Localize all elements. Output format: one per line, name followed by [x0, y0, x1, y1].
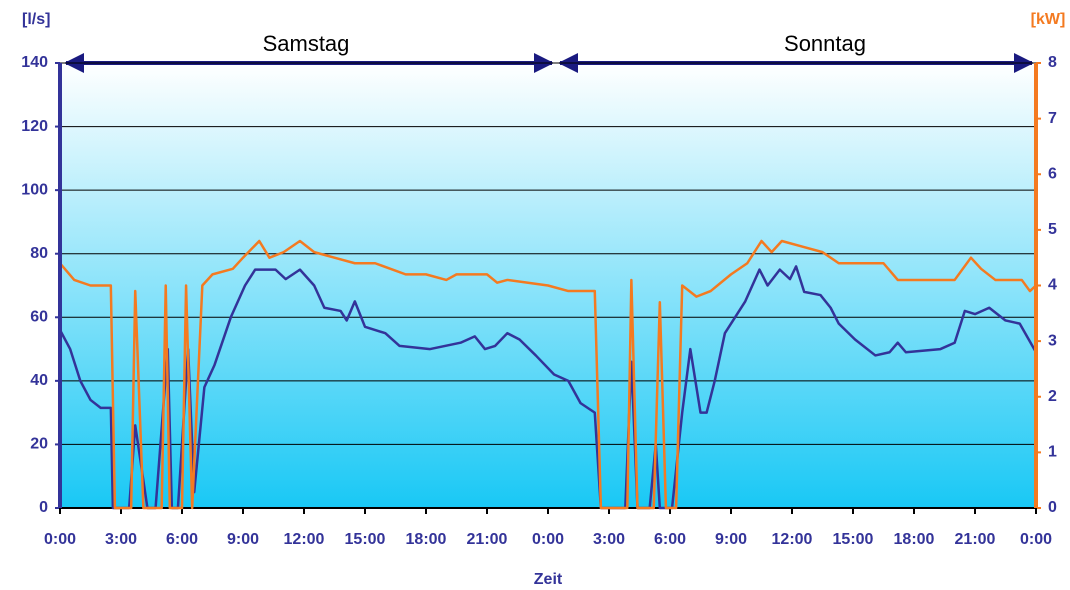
y2-tick-label: 6 — [1048, 165, 1057, 182]
y-tick-label: 100 — [21, 181, 48, 198]
x-tick-label: 9:00 — [715, 531, 747, 548]
y-tick-label: 60 — [30, 309, 48, 326]
y2-tick-label: 8 — [1048, 54, 1057, 71]
x-tick-label: 9:00 — [227, 531, 259, 548]
y-tick-label: 120 — [21, 118, 48, 135]
y-tick-label: 140 — [21, 54, 48, 71]
y-axis-label: [l/s] — [22, 11, 50, 28]
x-tick-label: 18:00 — [894, 531, 935, 548]
y2-tick-label: 4 — [1048, 277, 1057, 294]
x-tick-label: 15:00 — [345, 531, 386, 548]
series-line — [59, 239, 1037, 510]
y2-axis-label: [kW] — [1031, 11, 1066, 28]
y2-tick-label: 0 — [1048, 499, 1057, 516]
y2-tick-label: 7 — [1048, 110, 1057, 127]
y2-tick-label: 5 — [1048, 221, 1057, 238]
x-tick-label: 0:00 — [532, 531, 564, 548]
annotation: Sonntag — [784, 31, 866, 56]
x-axis-label: Zeit — [534, 571, 563, 588]
y-tick-label: 0 — [39, 499, 48, 516]
x-tick-label: 12:00 — [772, 531, 813, 548]
x-tick-label: 6:00 — [654, 531, 686, 548]
x-tick-label: 3:00 — [105, 531, 137, 548]
x-tick-label: 0:00 — [44, 531, 76, 548]
x-tick-label: 21:00 — [955, 531, 996, 548]
y-tick-label: 80 — [30, 245, 48, 262]
x-tick-label: 6:00 — [166, 531, 198, 548]
y-tick-label: 40 — [30, 372, 48, 389]
x-tick-label: 21:00 — [467, 531, 508, 548]
y2-tick-label: 1 — [1048, 444, 1057, 461]
x-tick-label: 18:00 — [406, 531, 447, 548]
y-tick-label: 20 — [30, 436, 48, 453]
series-line — [58, 265, 1038, 510]
y2-tick-label: 3 — [1048, 332, 1057, 349]
x-tick-label: 12:00 — [284, 531, 325, 548]
annotation: Samstag — [263, 31, 350, 56]
y2-tick-label: 2 — [1048, 388, 1057, 405]
x-tick-label: 3:00 — [593, 531, 625, 548]
x-tick-label: 0:00 — [1020, 531, 1052, 548]
x-tick-label: 15:00 — [833, 531, 874, 548]
